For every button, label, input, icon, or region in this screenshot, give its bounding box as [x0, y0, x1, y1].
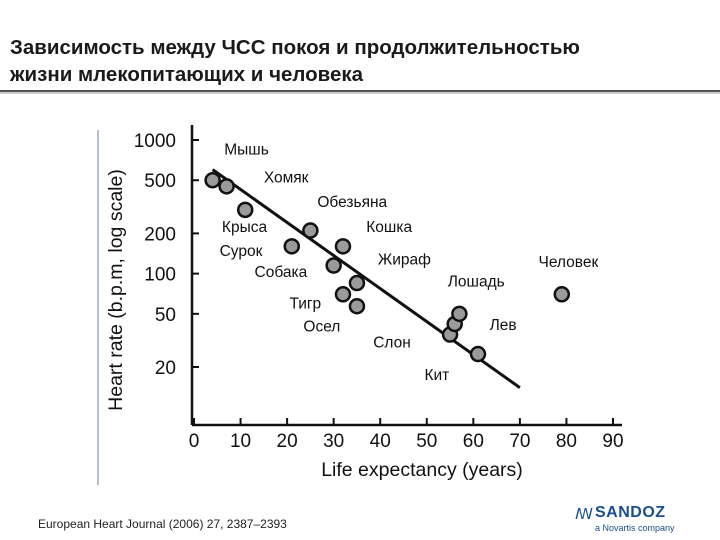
x-tick-label: 20	[277, 431, 298, 452]
x-tick-label: 0	[189, 431, 200, 452]
point-label: Человек	[539, 254, 599, 271]
x-tick-label: 90	[602, 431, 623, 452]
brand-tagline: a Novartis company	[595, 523, 675, 533]
point-label: Крыса	[222, 219, 268, 236]
data-point	[236, 201, 254, 219]
slide-title-line-2: жизни млекопитающих и человека	[10, 63, 364, 86]
data-point	[553, 286, 571, 303]
data-point	[451, 305, 468, 323]
y-tick-label: 20	[155, 358, 176, 379]
y-tick-label: 1000	[134, 131, 176, 152]
x-tick-label: 70	[509, 431, 530, 452]
data-point	[218, 178, 235, 195]
point-label: Кит	[424, 367, 449, 384]
y-tick-label: 50	[155, 305, 176, 326]
point-label: Осел	[303, 318, 340, 335]
point-label: Обезьяна	[317, 194, 387, 211]
data-point	[283, 238, 301, 255]
x-tick-label: 40	[370, 431, 391, 452]
data-point	[469, 345, 487, 363]
data-point	[348, 274, 366, 292]
x-tick-label: 50	[416, 431, 437, 452]
point-label: Хомяк	[264, 170, 309, 187]
y-axis-label: Heart rate (b.p.m, log scale)	[105, 169, 127, 411]
data-point	[348, 297, 366, 315]
brand-logo: ꟿ SANDOZ a Novartis company	[575, 504, 700, 535]
point-label: Собака	[255, 264, 308, 281]
trend-group	[211, 168, 521, 389]
data-point	[334, 286, 352, 303]
axes: 0 10 20 30 40 50 60 70 80 90 20 50 100 200 500 1000	[134, 125, 624, 452]
point-label: Слон	[373, 334, 411, 351]
data-point	[204, 171, 221, 189]
data-point	[334, 238, 352, 255]
brand-name: SANDOZ	[595, 504, 666, 521]
title-divider	[0, 90, 720, 92]
citation: European Heart Journal (2006) 27, 2387–2…	[38, 517, 287, 531]
y-tick-label: 500	[144, 171, 176, 192]
slide-title-line-1: Зависимость между ЧСС покоя и продолжите…	[10, 36, 580, 59]
trend-line	[211, 168, 521, 389]
slide-title: Зависимость между ЧСС покоя и продолжите…	[10, 34, 710, 88]
sandoz-swirl-icon: ꟿ	[575, 505, 593, 523]
point-label: Тигр	[289, 295, 321, 312]
y-tick-label: 200	[144, 224, 176, 245]
data-point	[325, 257, 342, 274]
x-axis-label: Life expectancy (years)	[321, 459, 523, 481]
point-label: Жираф	[378, 252, 431, 269]
point-label: Кошка	[366, 219, 412, 236]
x-tick-label: 60	[463, 431, 484, 452]
x-tick-label: 80	[556, 431, 577, 452]
point-label: Сурок	[220, 243, 263, 260]
y-tick-label: 100	[144, 265, 176, 286]
point-label: Мышь	[224, 141, 269, 158]
point-label: Лошадь	[448, 274, 505, 291]
x-tick-label: 30	[323, 431, 344, 452]
title-divider-shadow	[0, 92, 720, 94]
points-group	[204, 171, 571, 363]
point-label: Лев	[490, 317, 517, 334]
data-point	[302, 222, 319, 239]
labels-group: Мышь Хомяк Обезьяна Крыса Кошка Сурок Жираф Чел…	[220, 141, 599, 384]
x-tick-label: 10	[230, 431, 251, 452]
